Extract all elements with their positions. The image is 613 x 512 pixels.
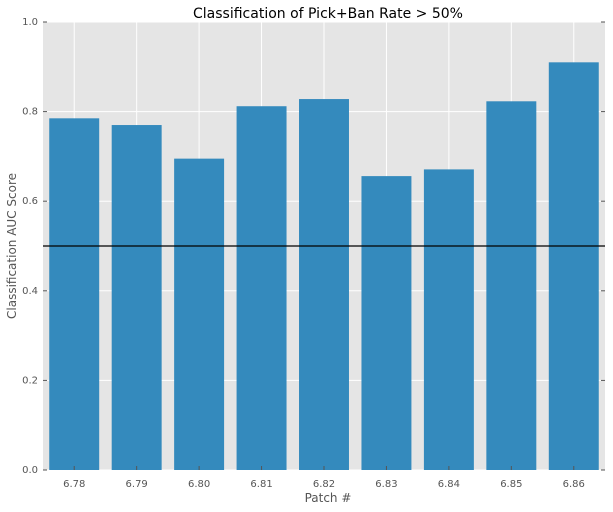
bars bbox=[49, 62, 599, 471]
chart-title: Classification of Pick+Ban Rate > 50% bbox=[193, 6, 463, 22]
x-tick-label: 6.84 bbox=[438, 479, 460, 490]
y-axis-label: Classification AUC Score bbox=[5, 173, 19, 319]
y-tick-label: 0.6 bbox=[22, 196, 38, 207]
bar-6.81 bbox=[236, 106, 287, 470]
bar-6.85 bbox=[486, 101, 537, 471]
y-tick-label: 0.0 bbox=[22, 465, 38, 476]
y-tick-label: 0.2 bbox=[22, 375, 38, 386]
y-tick-label: 0.4 bbox=[22, 286, 38, 297]
y-tick-label: 0.8 bbox=[22, 107, 38, 118]
bar-6.79 bbox=[111, 125, 162, 470]
x-tick-label: 6.86 bbox=[563, 479, 585, 490]
x-tick-label: 6.85 bbox=[500, 479, 522, 490]
bar-6.84 bbox=[423, 169, 474, 470]
bar-6.80 bbox=[174, 158, 225, 470]
y-tick-label: 1.0 bbox=[22, 17, 38, 28]
x-tick-label: 6.80 bbox=[188, 479, 210, 490]
y-ticks: 0.0 0.2 0.4 0.6 0.8 1.0 bbox=[22, 17, 605, 476]
x-tick-label: 6.82 bbox=[313, 479, 335, 490]
x-tick-label: 6.81 bbox=[250, 479, 272, 490]
bar-6.82 bbox=[299, 99, 349, 470]
bar-6.83 bbox=[361, 176, 412, 470]
x-tick-label: 6.83 bbox=[375, 479, 397, 490]
x-ticks: 6.78 6.79 6.80 6.81 6.82 6.83 6.84 6.85 6.86 bbox=[63, 466, 585, 490]
x-axis-label: Patch # bbox=[305, 491, 352, 505]
x-tick-label: 6.78 bbox=[63, 479, 85, 490]
bar-6.86 bbox=[548, 62, 599, 470]
bar-6.78 bbox=[49, 118, 100, 470]
x-tick-label: 6.79 bbox=[126, 479, 148, 490]
